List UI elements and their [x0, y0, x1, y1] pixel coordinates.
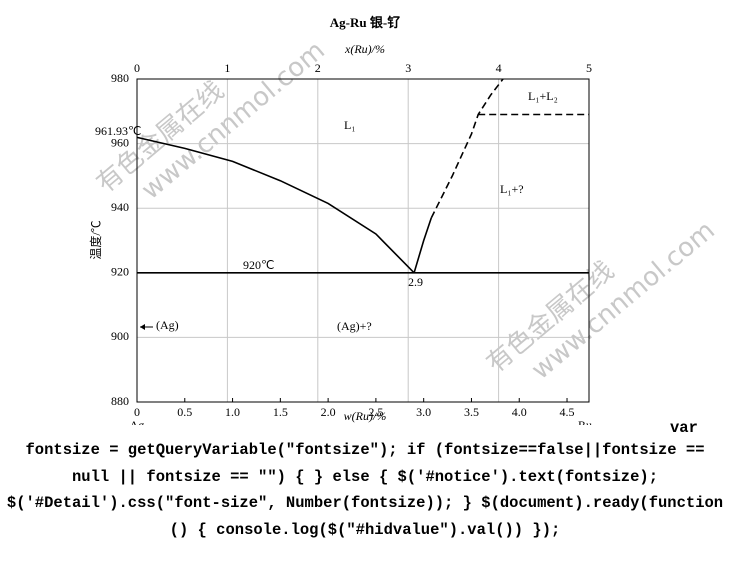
- code-text: $('#Detail').css("font-size", Number(fon…: [6, 494, 724, 512]
- corner-label: Ru: [578, 418, 592, 425]
- x-tick-label: 1.5: [273, 405, 288, 419]
- annotation: (Ag)+?: [337, 319, 372, 333]
- y-tick-label: 900: [111, 329, 129, 343]
- annotation: L₁+?: [500, 182, 524, 196]
- watermark: 有色金属在线 www.cnnmol.com: [91, 35, 331, 205]
- annotation: L₁+L₂: [528, 89, 558, 103]
- watermark: 有色金属在线 www.cnnmol.com: [481, 215, 721, 385]
- x-tick-label: 0.5: [177, 405, 192, 419]
- annotation: 961.93℃: [95, 124, 141, 138]
- x-tick-label: 3.5: [464, 405, 479, 419]
- x-tick-label: 4.5: [560, 405, 575, 419]
- arrow-head: [140, 324, 145, 330]
- annotation: 2.9: [408, 275, 423, 289]
- x2-tick-label: 3: [405, 61, 411, 75]
- phase-line: [413, 217, 433, 274]
- code-text: fontsize = getQueryVariable("fontsize");…: [25, 441, 705, 459]
- plot-frame: [136, 78, 590, 403]
- annotation: (Ag): [156, 318, 179, 332]
- x-tick-label: 0: [134, 405, 140, 419]
- y-tick-label: 980: [111, 71, 129, 85]
- annotation: L₁: [344, 118, 356, 132]
- x-tick-label: 1.0: [225, 405, 240, 419]
- y-tick-label: 920: [111, 265, 129, 279]
- chart-title: Ag-Ru 银-钌: [330, 15, 400, 30]
- x-tick-label: 2.0: [321, 405, 336, 419]
- x2-tick-label: 5: [586, 61, 592, 75]
- x2-tick-label: 0: [134, 61, 140, 75]
- x2-tick-label: 2: [315, 61, 321, 75]
- y-tick-label: 880: [111, 394, 129, 408]
- x-axis-label: w(Ru)/%: [344, 409, 387, 423]
- chart: 有色金属在线 www.cnnmol.com 有色金属在线 www.cnnmol.…: [88, 15, 721, 425]
- y-tick-label: 960: [111, 135, 129, 149]
- annotation: 920℃: [243, 258, 274, 272]
- code-text: () { console.log($("#hidvalue").val()) }…: [169, 521, 561, 539]
- code-text: var: [670, 419, 698, 437]
- x2-tick-label: 4: [496, 61, 502, 75]
- x-tick-label: 2.5: [368, 405, 383, 419]
- x2-axis-label: x(Ru)/%: [344, 42, 385, 56]
- corner-label: Ag: [130, 418, 145, 425]
- x-tick-label: 3.0: [416, 405, 431, 419]
- y-tick-label: 940: [111, 200, 129, 214]
- x-tick-label: 4.0: [512, 405, 527, 419]
- phase-line: [136, 136, 415, 274]
- x2-tick-label: 1: [224, 61, 230, 75]
- phase-line: [430, 78, 504, 219]
- code-text: null || fontsize == "") { } else { $('#n…: [72, 468, 658, 486]
- y-axis-label: 温度/℃: [88, 220, 103, 259]
